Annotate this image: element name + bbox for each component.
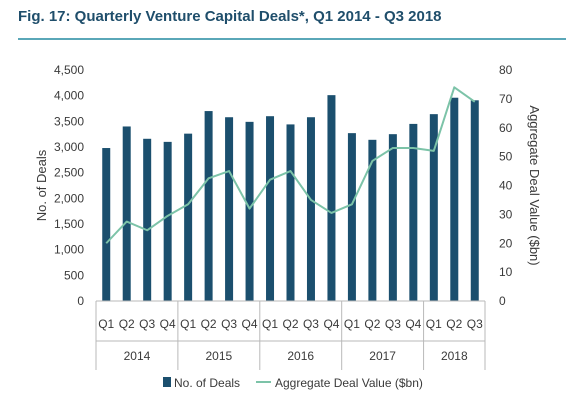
right-tick-label: 20 <box>499 236 513 250</box>
x-tick-label: Q1 <box>262 317 278 331</box>
x-tick-label: Q1 <box>426 317 442 331</box>
year-label: 2017 <box>369 349 396 363</box>
line-deal-value <box>105 86 476 244</box>
x-tick-label: Q3 <box>139 317 155 331</box>
x-tick-label: Q4 <box>160 317 176 331</box>
bar-deals-17 <box>450 97 459 301</box>
line-layer <box>105 86 476 244</box>
x-tick-label: Q2 <box>364 317 380 331</box>
right-tick-label: 60 <box>499 121 513 135</box>
bars-layer <box>102 95 479 302</box>
left-tick-label: 3,000 <box>54 140 84 154</box>
left-tick-label: 0 <box>77 294 84 308</box>
x-tick-label: Q4 <box>405 317 421 331</box>
left-tick-label: 4,000 <box>54 89 84 103</box>
bar-deals-16 <box>429 114 438 302</box>
bar-deals-8 <box>266 116 275 301</box>
year-label: 2018 <box>441 349 468 363</box>
bar-deals-6 <box>225 117 234 301</box>
x-tick-label: Q1 <box>180 317 196 331</box>
y-axis-right-label: Aggregate Deal Value ($bn) <box>527 105 542 265</box>
bar-deals-12 <box>347 133 356 301</box>
title-divider <box>18 38 566 40</box>
bar-deals-5 <box>204 111 213 301</box>
legend-label-deals: No. of Deals <box>174 376 240 390</box>
right-tick-label: 50 <box>499 150 513 164</box>
bar-deals-3 <box>163 141 172 301</box>
bar-deals-13 <box>368 139 377 301</box>
bar-deals-7 <box>245 121 254 301</box>
x-tick-label: Q3 <box>385 317 401 331</box>
bar-deals-2 <box>143 138 152 301</box>
right-tick-label: 70 <box>499 92 513 106</box>
left-tick-label: 4,500 <box>54 63 84 77</box>
bar-deals-18 <box>470 100 479 301</box>
bar-deals-1 <box>122 126 131 301</box>
x-tick-label: Q2 <box>446 317 462 331</box>
legend-swatch-deals <box>163 377 171 387</box>
left-tick-label: 500 <box>64 268 84 282</box>
x-tick-label: Q4 <box>323 317 339 331</box>
right-axis-ticks: 0 10 20 30 40 50 60 70 80 <box>499 63 513 308</box>
x-tick-label: Q2 <box>201 317 217 331</box>
left-tick-label: 2,500 <box>54 166 84 180</box>
bar-deals-11 <box>327 95 336 302</box>
left-axis-ticks: 0 500 1,000 1,500 2,000 2,500 3,000 3,500 4,000 4… <box>54 63 84 308</box>
right-tick-label: 40 <box>499 179 513 193</box>
bar-deals-9 <box>286 124 295 301</box>
x-tick-label: Q3 <box>303 317 319 331</box>
right-tick-label: 0 <box>499 294 506 308</box>
x-tick-label: Q2 <box>282 317 298 331</box>
left-tick-label: 2,000 <box>54 191 84 205</box>
year-label: 2015 <box>205 349 232 363</box>
x-tick-label: Q2 <box>119 317 135 331</box>
right-tick-label: 80 <box>499 63 513 77</box>
left-tick-label: 1,500 <box>54 217 84 231</box>
legend: No. of Deals Aggregate Deal Value ($bn) <box>163 376 423 390</box>
right-tick-label: 10 <box>499 265 513 279</box>
x-axis: Q1 Q2 Q3 Q4 Q1 Q2 Q3 Q4 Q1 Q2 Q3 Q4 Q1 Q2 Q3 Q4 Q1 Q2 Q3 20… <box>95 300 486 370</box>
year-label: 2016 <box>287 349 314 363</box>
bar-deals-10 <box>306 117 315 301</box>
bar-deals-14 <box>388 134 397 301</box>
bar-deals-4 <box>184 133 193 301</box>
legend-label-value: Aggregate Deal Value ($bn) <box>275 376 423 390</box>
left-tick-label: 3,500 <box>54 114 84 128</box>
x-tick-label: Q1 <box>98 317 114 331</box>
x-tick-label: Q3 <box>221 317 237 331</box>
x-tick-label: Q3 <box>467 317 483 331</box>
x-tick-label: Q4 <box>242 317 258 331</box>
x-tick-label: Q1 <box>344 317 360 331</box>
y-axis-left-label: No. of Deals <box>34 149 49 221</box>
bar-deals-15 <box>409 123 418 302</box>
chart-title: Fig. 17: Quarterly Venture Capital Deals… <box>18 8 442 25</box>
left-tick-label: 1,000 <box>54 243 84 257</box>
year-label: 2014 <box>124 349 151 363</box>
bar-deals-0 <box>102 148 111 301</box>
right-tick-label: 30 <box>499 207 513 221</box>
